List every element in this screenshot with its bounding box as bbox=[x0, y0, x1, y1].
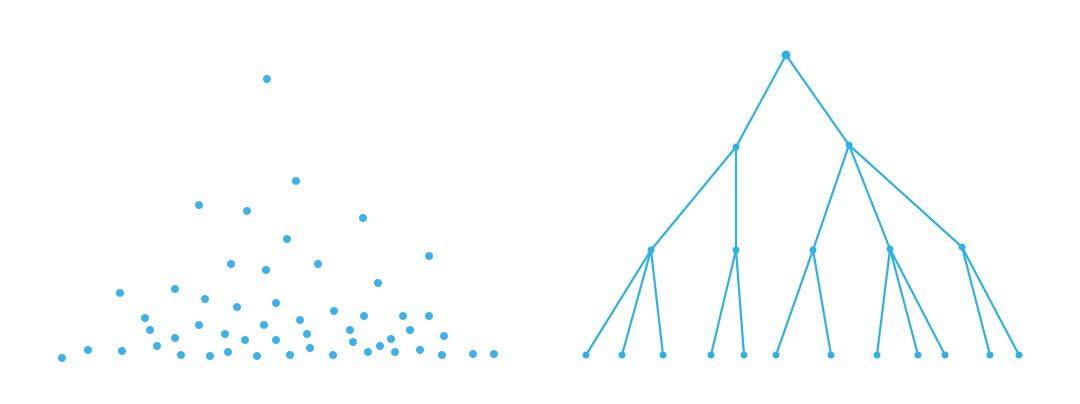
scatter-dot bbox=[416, 346, 424, 354]
tree-internal-node bbox=[732, 143, 740, 151]
scatter-dot bbox=[177, 351, 185, 359]
tree-edge bbox=[811, 248, 833, 357]
scatter-dot bbox=[364, 348, 372, 356]
scatter-dot bbox=[221, 330, 229, 338]
tree-edge bbox=[960, 245, 1021, 357]
scatter-dot bbox=[440, 332, 448, 340]
scatter-dot bbox=[296, 316, 304, 324]
scatter-dot bbox=[227, 260, 235, 268]
tree-edge bbox=[847, 143, 892, 251]
scatter-dot bbox=[272, 299, 280, 307]
scatter-dot bbox=[438, 351, 446, 359]
tree-internal-node bbox=[845, 141, 853, 149]
tree-edges bbox=[584, 53, 1021, 357]
scatter-dot bbox=[263, 75, 271, 83]
scatter-dot bbox=[118, 347, 126, 355]
scatter-dot bbox=[391, 348, 399, 356]
tree-leaf-node bbox=[914, 351, 922, 359]
scatter-dot bbox=[425, 312, 433, 320]
tree-edge bbox=[649, 248, 665, 357]
tree-leaf-node bbox=[827, 351, 835, 359]
scatter-dot bbox=[329, 351, 337, 359]
scatter-dot bbox=[406, 326, 414, 334]
scatter-dot bbox=[346, 326, 354, 334]
tree-edge bbox=[734, 53, 788, 149]
scatter-dot bbox=[262, 266, 270, 274]
tree-leaf-node bbox=[582, 351, 590, 359]
scatter-dot bbox=[359, 214, 367, 222]
scatter-dot bbox=[171, 285, 179, 293]
scatter-dot bbox=[283, 235, 291, 243]
tree-edge bbox=[709, 248, 738, 357]
scatter-dot bbox=[224, 348, 232, 356]
tree-leaf-node bbox=[986, 351, 994, 359]
tree-leaf-node bbox=[707, 351, 715, 359]
scatter-dot bbox=[272, 336, 280, 344]
tree-edge bbox=[620, 248, 653, 357]
tree-leaf-node bbox=[659, 351, 667, 359]
scatter-dot bbox=[387, 335, 395, 343]
tree-leaf-node bbox=[1015, 351, 1023, 359]
tree-edge bbox=[784, 53, 851, 147]
scatter-dot bbox=[171, 334, 179, 342]
scatter-dot bbox=[399, 312, 407, 320]
tree-edge bbox=[584, 248, 653, 357]
scatter-dot bbox=[306, 344, 314, 352]
tree-internal-node bbox=[647, 246, 655, 254]
scatter-dot bbox=[425, 252, 433, 260]
tree-internal-node bbox=[732, 246, 740, 254]
scatter-dot bbox=[376, 342, 384, 350]
tree-root-node bbox=[781, 50, 791, 60]
tree-edge bbox=[811, 143, 851, 252]
tree-edge bbox=[774, 248, 815, 357]
scatter-dot bbox=[469, 350, 477, 358]
scatter-dot bbox=[141, 314, 149, 322]
scatter-dot bbox=[349, 338, 357, 346]
tree-leaf-node bbox=[740, 351, 748, 359]
scatter-dot bbox=[243, 207, 251, 215]
scatter-dot bbox=[206, 352, 214, 360]
scatter-dot bbox=[241, 336, 249, 344]
tree-panel bbox=[582, 50, 1023, 359]
tree-leaf-node bbox=[772, 351, 780, 359]
scatter-dot bbox=[374, 279, 382, 287]
tree-edge bbox=[960, 245, 992, 357]
scatter-dot bbox=[58, 354, 66, 362]
tree-internal-node bbox=[809, 246, 817, 254]
tree-internal-node bbox=[886, 245, 894, 253]
scatter-dot bbox=[330, 307, 338, 315]
scatter-dot bbox=[195, 201, 203, 209]
tree-leaf-node bbox=[941, 351, 949, 359]
scatter-dot bbox=[292, 177, 300, 185]
scatter-dot bbox=[253, 352, 261, 360]
scatter-panel bbox=[58, 75, 498, 362]
tree-internal-node bbox=[958, 243, 966, 251]
tree-nodes bbox=[582, 50, 1023, 359]
scatter-dot bbox=[490, 350, 498, 358]
scatter-dot bbox=[303, 330, 311, 338]
scatter-dot bbox=[195, 321, 203, 329]
tree-leaf-node bbox=[873, 351, 881, 359]
scatter-dot bbox=[314, 260, 322, 268]
scatter-dot bbox=[116, 289, 124, 297]
scatter-dot bbox=[84, 346, 92, 354]
tree-edge bbox=[888, 247, 920, 357]
scatter-dot bbox=[233, 303, 241, 311]
tree-edge bbox=[888, 247, 947, 357]
scatter-dot bbox=[201, 295, 209, 303]
scatter-dot bbox=[286, 351, 294, 359]
scatter-dot bbox=[260, 321, 268, 329]
tree-leaf-node bbox=[618, 351, 626, 359]
scatter-dot bbox=[153, 342, 161, 350]
tree-edge bbox=[847, 143, 964, 249]
scatter-dot bbox=[360, 312, 368, 320]
tree-edge bbox=[875, 247, 892, 357]
tree-edge bbox=[649, 145, 738, 252]
scatter-dot bbox=[146, 326, 154, 334]
tree-edge bbox=[734, 248, 746, 357]
